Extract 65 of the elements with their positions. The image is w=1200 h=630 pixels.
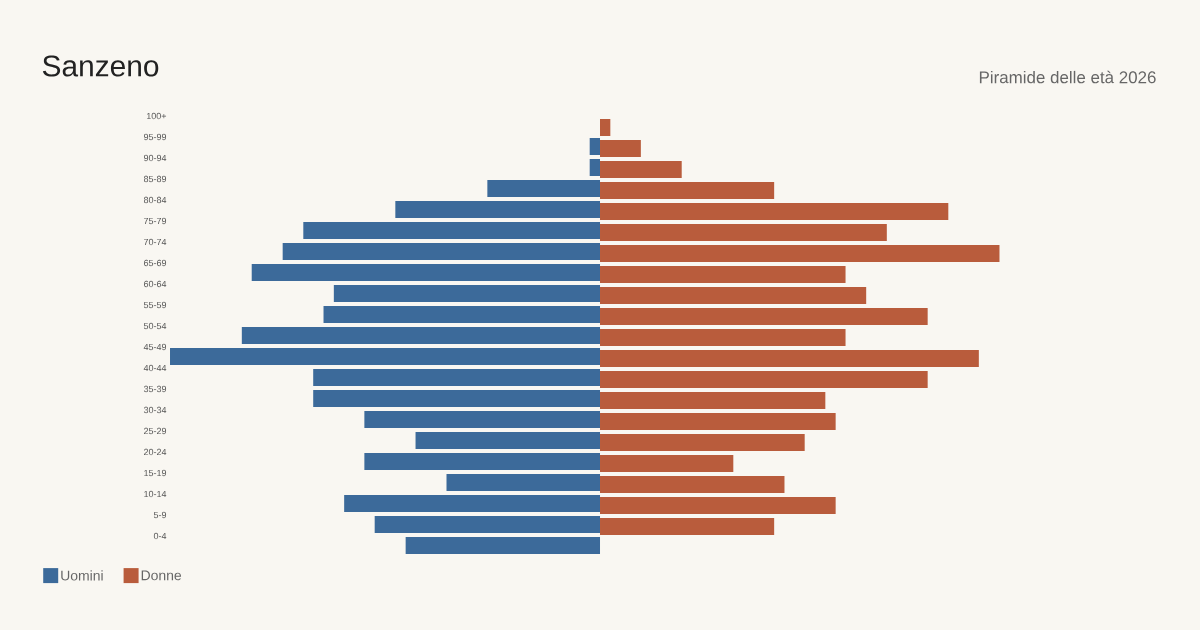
y-tick-label: 90-94 <box>143 154 167 162</box>
bar <box>589 137 601 155</box>
y-tick-label: 75-79 <box>144 217 167 225</box>
bar <box>600 202 949 220</box>
bar <box>364 452 601 470</box>
bar <box>600 370 928 388</box>
bar <box>600 244 1000 262</box>
y-tick-label: 25-29 <box>144 427 167 435</box>
bar <box>600 391 826 409</box>
y-tick-label: 0-4 <box>153 532 167 540</box>
y-tick-label: 45-49 <box>143 343 167 351</box>
y-tick-label: 30-34 <box>143 406 167 414</box>
bar <box>600 119 611 136</box>
y-tick-label: 100+ <box>146 112 167 120</box>
text: Piramide delle età 2026 <box>979 70 1156 84</box>
y-tick-label: 40-44 <box>143 364 167 372</box>
bar <box>600 181 775 199</box>
y-tick-label: 5-9 <box>153 511 167 519</box>
y-tick-label: 50-54 <box>143 322 167 330</box>
y-tick-label: 10-14 <box>144 490 167 498</box>
chart-title: Sanzeno <box>42 55 159 77</box>
y-tick-label: 80-84 <box>143 196 167 204</box>
bar <box>405 536 601 554</box>
y-tick-label: 15-19 <box>144 469 167 477</box>
bar <box>600 328 846 346</box>
y-tick-label: 70-74 <box>144 238 167 246</box>
bar <box>323 305 601 323</box>
bar <box>600 518 775 535</box>
bar <box>313 389 601 407</box>
bar <box>600 349 979 367</box>
y-tick-label: 20-24 <box>144 448 167 456</box>
bar <box>600 497 836 514</box>
bar <box>241 326 601 344</box>
y-tick-label: 35-39 <box>143 385 167 393</box>
bar <box>487 179 601 197</box>
y-tick-label: 55-59 <box>143 301 167 309</box>
bar <box>600 286 867 304</box>
bar <box>600 413 836 430</box>
bar <box>600 223 887 241</box>
y-tick-label: 85-89 <box>143 175 167 183</box>
bar <box>303 221 601 239</box>
bar <box>251 263 601 281</box>
bar <box>600 476 785 493</box>
bar <box>415 431 601 449</box>
bar <box>282 242 601 260</box>
bar <box>589 158 601 176</box>
bar <box>600 160 682 178</box>
bar <box>374 515 601 533</box>
y-tick-label: 95-99 <box>143 133 167 141</box>
y-tick-label: 65-69 <box>144 259 167 267</box>
bar <box>600 455 734 472</box>
bar <box>600 139 641 157</box>
bar <box>395 200 601 218</box>
bar <box>446 473 601 491</box>
bar <box>170 347 601 365</box>
bar <box>600 434 805 451</box>
legend-label: Uomini <box>61 570 103 581</box>
bar <box>313 368 601 386</box>
y-tick-label: 60-64 <box>144 280 167 288</box>
bar <box>600 265 846 283</box>
bar <box>364 410 601 428</box>
bar <box>344 494 601 512</box>
bar <box>333 284 601 302</box>
bar <box>600 307 928 325</box>
legend-label: Donne <box>141 570 182 581</box>
